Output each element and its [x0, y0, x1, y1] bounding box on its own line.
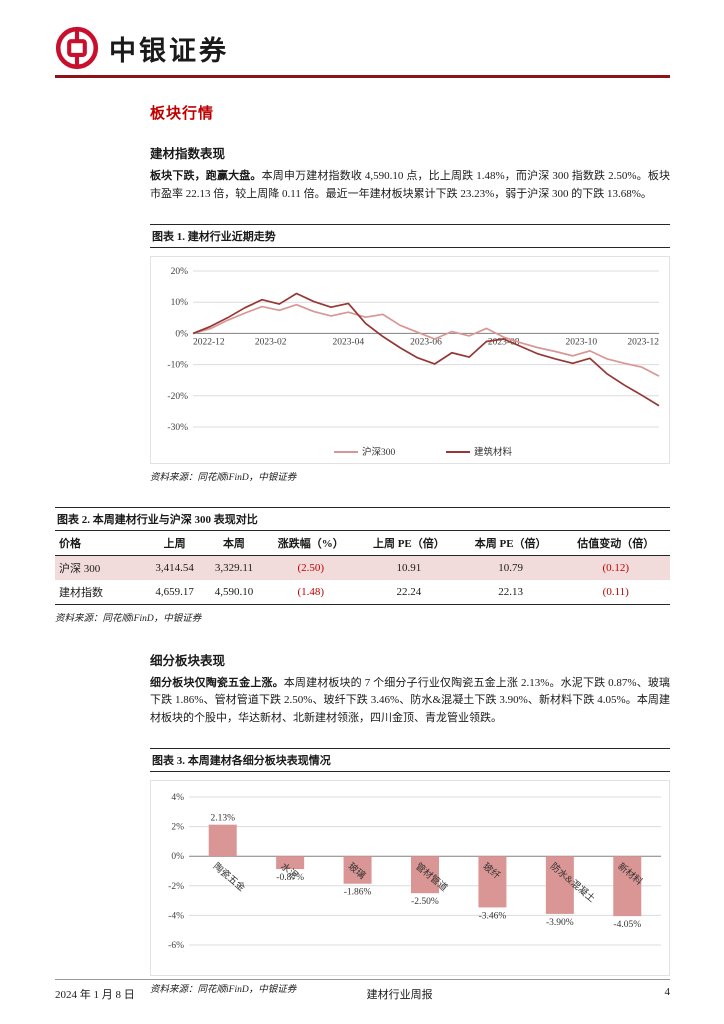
table-cell: (0.12) — [602, 561, 630, 574]
table-cell: (1.48) — [263, 579, 358, 605]
subsection-heading-subsector-performance: 细分板块表现 — [150, 653, 226, 668]
table-header-cell: 涨跌幅（%） — [263, 530, 358, 556]
svg-text:2023-06: 2023-06 — [410, 337, 442, 347]
figure-1: 图表 1. 建材行业近期走势 20% 10% 0% -10% -20% -30% 2022-… — [150, 223, 670, 483]
table-row-hs300: 沪深 300 3,414.54 3,329.11 (2.50) 10.91 10… — [55, 555, 670, 580]
svg-text:-30%: -30% — [167, 423, 188, 433]
table-cell: 22.13 — [459, 579, 562, 605]
svg-text:2023-10: 2023-10 — [565, 337, 597, 347]
svg-text:-2%: -2% — [168, 882, 184, 892]
figure-2-source: 资料来源：同花顺iFinD，中银证券 — [55, 613, 202, 624]
svg-text:-3.46%: -3.46% — [479, 911, 507, 921]
svg-text:2022-12: 2022-12 — [193, 337, 225, 347]
brand-name: 中银证券 — [109, 35, 229, 66]
figure-1-label: 图表 1. 建材行业近期走势 — [150, 223, 670, 248]
subsector-bar-chart: 4%2%0%-2%-4%-6%2.13%陶瓷五金 -0.87%水泥-1.86%玻璃… — [168, 793, 661, 951]
subsection-heading-index-performance: 建材指数表现 — [150, 147, 226, 161]
table-cell: 3,329.11 — [214, 561, 253, 574]
figure-1-source: 资料来源：同花顺iFinD，中银证券 — [150, 472, 297, 483]
table-cell: 4,659.17 — [145, 579, 205, 605]
footer-report-title: 建材行业周报 — [366, 989, 433, 1001]
svg-text:2023-02: 2023-02 — [255, 337, 287, 347]
svg-text:-1.86%: -1.86% — [344, 888, 372, 898]
figure-3: 图表 3. 本周建材各细分板块表现情况 4% 2% 0% -2% -4% -6% 2.13%… — [150, 748, 670, 995]
svg-text:0%: 0% — [175, 329, 188, 339]
svg-text:4%: 4% — [171, 793, 184, 803]
table-header-cell: 上周 PE（倍） — [357, 530, 460, 556]
paragraph-lead: 板块下跌，跑赢大盘。 — [150, 170, 262, 182]
table-header-cell: 价格 — [55, 530, 145, 556]
page-footer: 2024 年 1 月 8 日 建材行业周报 4 — [55, 979, 670, 1002]
figure-3-chart-frame: 4% 2% 0% -2% -4% -6% 2.13% 陶瓷五金 -0.87% 水泥 -1.86% 玻璃… — [150, 780, 670, 977]
table-row-building-materials: 建材指数 4,659.17 4,590.10 (1.48) 22.24 22.1… — [55, 579, 670, 605]
table-header-cell: 本周 PE（倍） — [459, 530, 562, 556]
footer-date: 2024 年 1 月 8 日 — [55, 989, 135, 1001]
svg-text:-4.05%: -4.05% — [613, 920, 641, 930]
svg-text:2023-08: 2023-08 — [488, 337, 520, 347]
table-cell: (2.50) — [297, 561, 325, 574]
svg-text:0%: 0% — [171, 852, 184, 862]
table-cell: (0.11) — [561, 579, 670, 605]
report-header: 中银证券 — [55, 26, 670, 70]
table-cell: 22.24 — [357, 579, 460, 605]
table-cell: 10.79 — [498, 561, 524, 574]
svg-text:20%: 20% — [171, 267, 189, 277]
svg-text:沪深300: 沪深300 — [362, 446, 396, 458]
figure-2-label: 图表 2. 本周建材行业与沪深 300 表现对比 — [55, 506, 670, 531]
paragraph-index-performance: 板块下跌，跑赢大盘。本周申万建材指数收 4,590.10 点，比上周跌 1.48… — [150, 168, 670, 204]
footer-page-number: 4 — [664, 986, 671, 998]
table-cell: 4,590.10 — [204, 579, 264, 605]
figure-3-source: 资料来源：同花顺iFinD，中银证券 — [150, 985, 297, 996]
svg-text:-3.90%: -3.90% — [546, 918, 574, 928]
table-header-cell: 估值变动（倍） — [561, 530, 670, 556]
svg-text:-10%: -10% — [167, 360, 188, 370]
table-header-row: 价格 上周 本周 涨跌幅（%） 上周 PE（倍） 本周 PE（倍） 估值变动（倍… — [55, 530, 670, 556]
svg-text:2%: 2% — [171, 823, 184, 833]
figure-3-label: 图表 3. 本周建材各细分板块表现情况 — [150, 748, 670, 773]
svg-text:-2.50%: -2.50% — [411, 897, 439, 907]
svg-text:-0.87%: -0.87% — [276, 873, 304, 883]
svg-text:-4%: -4% — [168, 911, 184, 921]
table-cell: 沪深 300 — [59, 562, 101, 575]
paragraph-lead: 细分板块仅陶瓷五金上涨。 — [150, 676, 284, 689]
table-header-cell: 上周 — [145, 530, 205, 556]
trend-line-chart: 20% 10% 0% -10% -20% -30% 2022-12 2023-02 2023-0… — [167, 267, 660, 458]
figure-1-chart-frame: 20% 10% 0% -10% -20% -30% 2022-12 2023-02 2023-0… — [150, 255, 670, 464]
paragraph-body: 本周建材板块的 7 个细分子行业仅陶瓷五金上涨 2.13%。水泥下跌 0.87%… — [150, 676, 670, 725]
boc-logo-icon — [55, 26, 99, 70]
table-cell: 建材指数 — [55, 579, 145, 605]
svg-text:2.13%: 2.13% — [210, 814, 235, 824]
comparison-table: 价格 上周 本周 涨跌幅（%） 上周 PE（倍） 本周 PE（倍） 估值变动（倍… — [55, 530, 670, 605]
table-cell: 3,414.54 — [155, 561, 194, 574]
table-cell: 10.91 — [396, 561, 422, 574]
table-header-cell: 本周 — [204, 530, 264, 556]
figure-2: 图表 2. 本周建材行业与沪深 300 表现对比 价格 上周 本周 涨跌幅（%）… — [55, 506, 670, 624]
svg-text:-6%: -6% — [168, 941, 184, 951]
paragraph-subsector-performance: 细分板块仅陶瓷五金上涨。本周建材板块的 7 个细分子行业仅陶瓷五金上涨 2.13… — [150, 675, 670, 728]
svg-text:2023-04: 2023-04 — [332, 337, 364, 347]
header-rule — [55, 75, 670, 78]
svg-text:2023-12: 2023-12 — [627, 337, 659, 347]
paragraph-body: 本周申万建材指数收 4,590.10 点，比上周跌 1.48%，而沪深 300 … — [150, 170, 671, 200]
svg-text:陶瓷五金: 陶瓷五金 — [211, 860, 248, 894]
section-title: 板块行情 — [150, 106, 215, 122]
svg-text:10%: 10% — [171, 298, 189, 308]
svg-text:-20%: -20% — [167, 391, 188, 401]
svg-text:建筑材料: 建筑材料 — [474, 446, 513, 458]
